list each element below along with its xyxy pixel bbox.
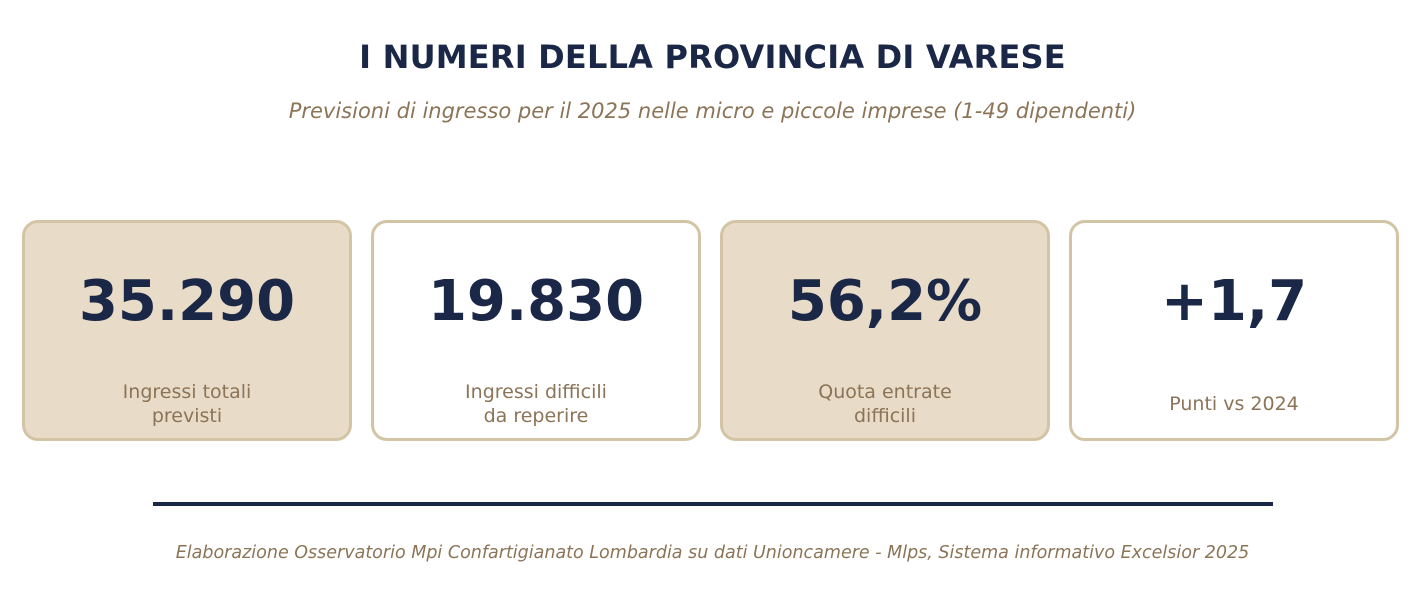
kpi-label: Quota entrate difficili [723,380,1047,428]
kpi-label-line: da reperire [483,405,589,427]
kpi-label-line: Punti vs 2024 [1169,393,1299,415]
kpi-label: Ingressi difficili da reperire [374,380,698,428]
kpi-label-line: Ingressi difficili [465,381,607,403]
page-subtitle: Previsioni di ingresso per il 2025 nelle… [288,99,1137,123]
kpi-card-total-hires: 35.290 Ingressi totali previsti [22,220,352,441]
kpi-card-points-vs-2024: +1,7 Punti vs 2024 [1069,220,1399,441]
kpi-value: 56,2% [787,269,983,334]
kpi-card-difficult-share: 56,2% Quota entrate difficili [720,220,1050,441]
kpi-label-line: previsti [151,405,223,427]
page-title: I NUMERI DELLA PROVINCIA DI VARESE [359,38,1066,76]
kpi-label: Punti vs 2024 [1072,392,1396,416]
kpi-value: 35.290 [78,269,296,334]
kpi-label-line: difficili [854,405,916,427]
divider [153,502,1273,506]
kpi-card-difficult-hires: 19.830 Ingressi difficili da reperire [371,220,701,441]
kpi-label-line: Ingressi totali [122,381,252,403]
kpi-value: 19.830 [427,269,645,334]
kpi-value: +1,7 [1160,269,1308,334]
kpi-label-line: Quota entrate [818,381,952,403]
source-note: Elaborazione Osservatorio Mpi Confartigi… [175,543,1250,563]
kpi-label: Ingressi totali previsti [25,380,349,428]
